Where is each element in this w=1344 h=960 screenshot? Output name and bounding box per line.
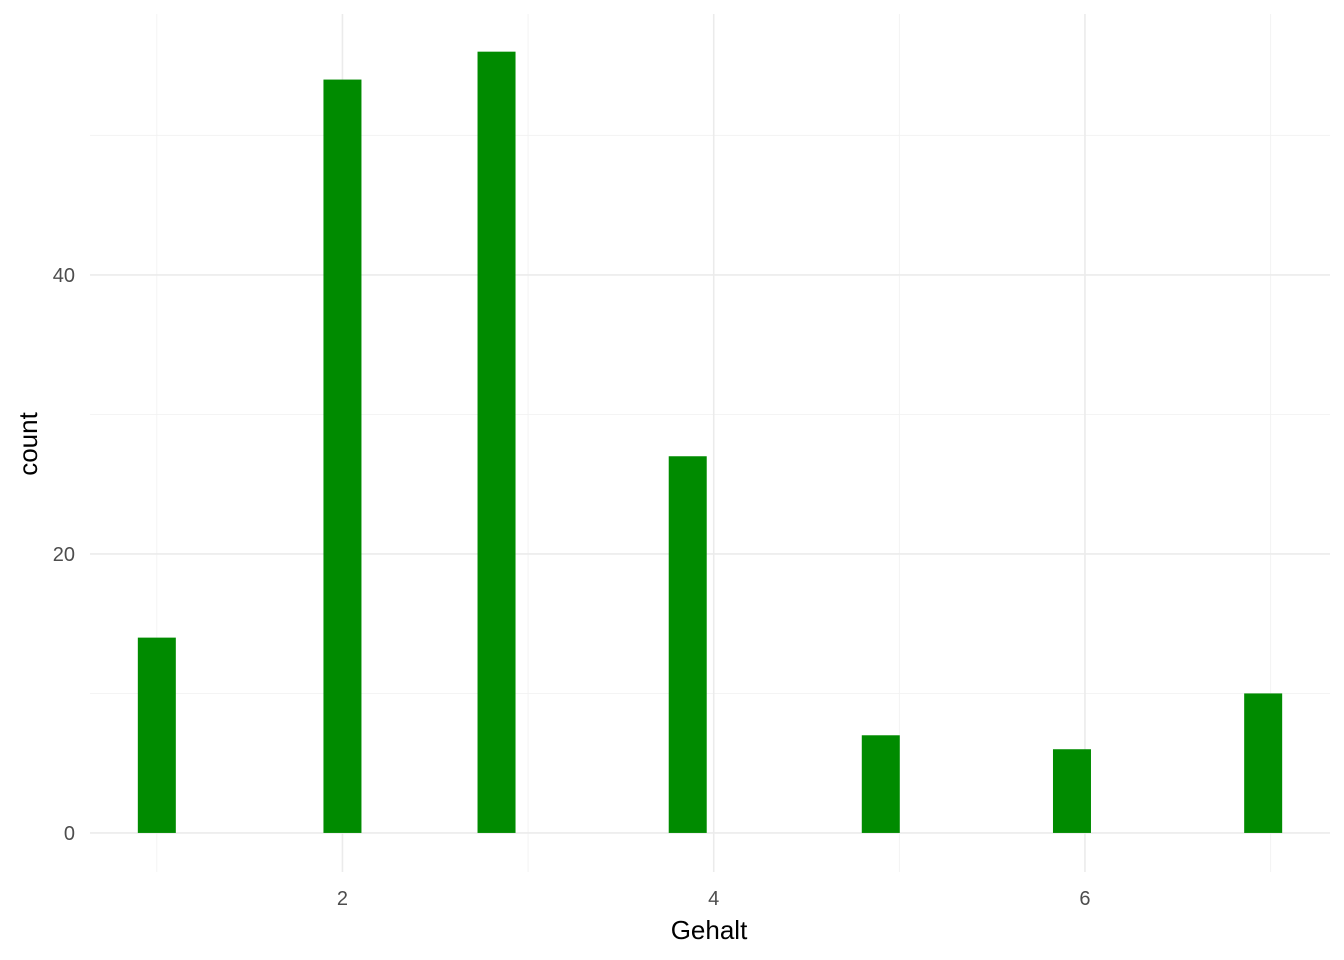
bar (137, 637, 176, 833)
x-tick-label: 2 (337, 888, 348, 910)
bars (137, 51, 1283, 833)
bar (668, 456, 707, 833)
bar (323, 79, 362, 833)
x-tick-label: 4 (708, 888, 719, 910)
y-tick-label: 40 (53, 265, 75, 287)
bar (477, 51, 516, 833)
bar (861, 735, 900, 833)
gridlines (90, 14, 1330, 872)
x-axis-title: Gehalt (671, 915, 748, 945)
bar (1052, 749, 1091, 833)
bar (1244, 693, 1283, 833)
tick-labels: 0 20 40 2 4 6 (53, 265, 1091, 910)
y-tick-label: 0 (64, 823, 75, 845)
y-tick-label: 20 (53, 544, 75, 566)
y-axis-title: count (13, 411, 43, 475)
x-tick-label: 6 (1079, 888, 1090, 910)
